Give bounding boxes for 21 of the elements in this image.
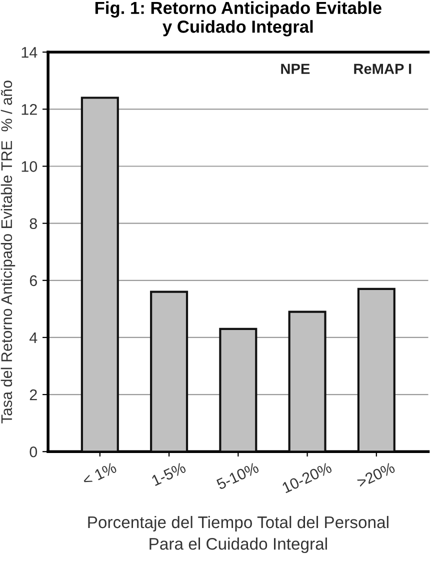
bar <box>219 328 258 452</box>
x-tick-label: >20% <box>356 462 396 488</box>
y-tick-label: 10 <box>22 161 38 172</box>
annotation: NPE <box>281 64 310 74</box>
x-axis-title: Porcentaje del Tiempo Total del Personal Para el Cuidado Integral <box>88 516 388 554</box>
bar <box>357 288 396 452</box>
x-tick-label: 1-5% <box>151 462 186 486</box>
y-tick-label: 8 <box>30 218 37 230</box>
chart-title: Fig. 1: Retorno Anticipado Evitable y Cuidado Integral <box>95 1 382 36</box>
y-tick-label: 0 <box>30 446 38 458</box>
y-tick-label: 14 <box>22 47 38 58</box>
y-tick-label: 4 <box>30 332 38 344</box>
y-tick-label: 12 <box>22 104 37 115</box>
annotation: ReMAP I <box>354 64 412 74</box>
bar <box>150 290 188 452</box>
y-tick-label: 2 <box>30 389 37 400</box>
x-tick-label: < 1% <box>82 462 118 486</box>
y-tick-label: 6 <box>30 275 37 286</box>
y-axis-title: Tasa del Retorno Anticipado Evitable TRE % / año <box>0 80 16 424</box>
bar <box>80 96 119 452</box>
bar <box>288 310 326 452</box>
